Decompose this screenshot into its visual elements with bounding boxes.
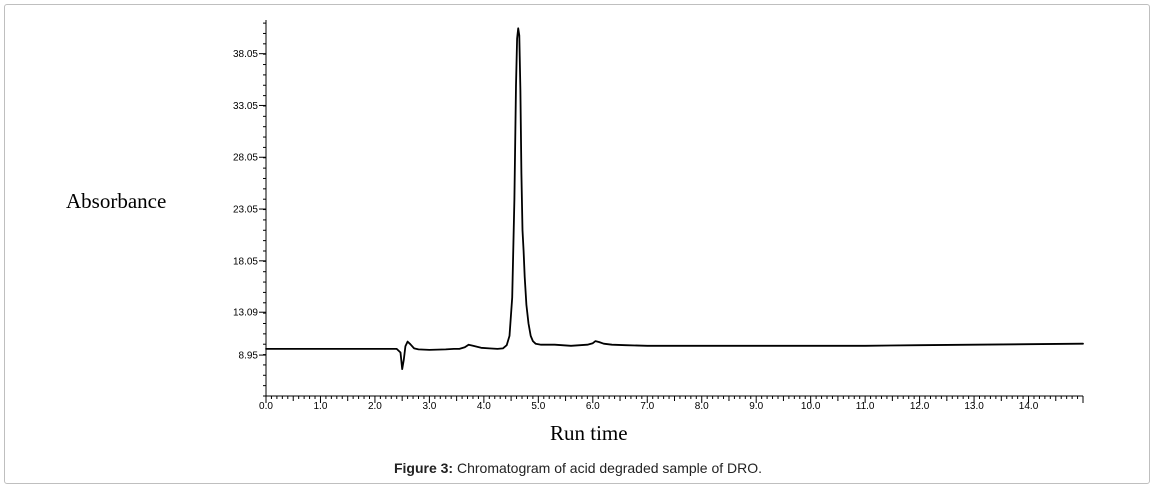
- x-tick-label: 3.0: [422, 401, 436, 412]
- x-tick-label: 1.0: [314, 401, 328, 412]
- x-tick-label: 0.0: [259, 401, 273, 412]
- caption-text: Chromatogram of acid degraded sample of …: [453, 460, 762, 476]
- y-tick-label: 18.05: [233, 256, 258, 267]
- x-tick-label: 14.0: [1019, 401, 1039, 412]
- x-tick-label: 12.0: [910, 401, 930, 412]
- y-tick-label: 8.95: [239, 351, 259, 362]
- x-tick-label: 9.0: [749, 401, 763, 412]
- y-tick-label: 28.05: [233, 153, 258, 164]
- y-tick-label: 38.05: [233, 49, 258, 60]
- x-tick-label: 8.0: [695, 401, 709, 412]
- x-tick-label: 5.0: [531, 401, 545, 412]
- x-tick-label: 11.0: [856, 401, 875, 412]
- x-tick-label: 13.0: [964, 401, 984, 412]
- y-tick-label: 13.09: [233, 308, 258, 319]
- series-layer: [266, 28, 1083, 369]
- x-tick-label: 2.0: [368, 401, 382, 412]
- x-tick-label: 4.0: [477, 401, 491, 412]
- y-tick-label: 23.05: [233, 205, 258, 216]
- chromatogram-line: [266, 28, 1083, 369]
- axes-layer: [266, 20, 1083, 396]
- y-tick-label: 33.05: [233, 101, 258, 112]
- caption-prefix: Figure 3:: [394, 460, 453, 476]
- tick-labels-layer: 8.95 13.09 18.05 23.05 28.05 33.05 38.05 0.0 1.0…: [233, 49, 1039, 412]
- figure-caption: Figure 3: Chromatogram of acid degraded …: [0, 460, 1156, 476]
- x-tick-label: 7.0: [640, 401, 654, 412]
- x-tick-label: 10.0: [801, 401, 821, 412]
- x-tick-label: 6.0: [586, 401, 600, 412]
